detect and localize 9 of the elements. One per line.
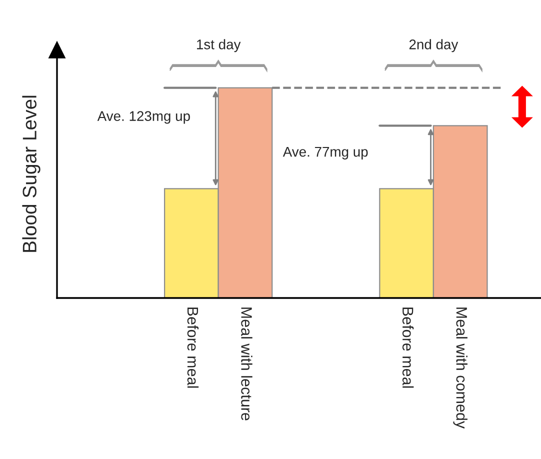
annotation: Ave. 77mg up	[282, 147, 368, 160]
x-tick-label: Meal with comedy	[453, 308, 468, 429]
x-tick-label: Before meal	[402, 308, 414, 388]
y-axis-title: Blood Sugar Level	[22, 96, 40, 252]
x-tick-label: Meal with lecture	[241, 308, 252, 420]
annotation: Ave. 123mg up	[97, 111, 190, 124]
x-tick-label: Before meal	[187, 308, 199, 388]
text: 1st day	[197, 39, 241, 52]
text: 2nd day	[409, 39, 458, 52]
